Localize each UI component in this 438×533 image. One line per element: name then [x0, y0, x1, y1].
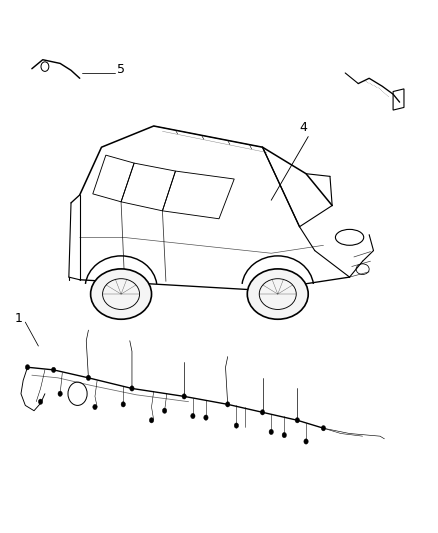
Circle shape — [25, 365, 30, 370]
Circle shape — [304, 439, 308, 444]
Circle shape — [58, 391, 62, 397]
Circle shape — [269, 429, 273, 434]
Circle shape — [86, 375, 91, 381]
Circle shape — [121, 402, 125, 407]
Circle shape — [39, 399, 43, 405]
Ellipse shape — [91, 269, 152, 319]
Circle shape — [282, 432, 286, 438]
Circle shape — [260, 410, 265, 415]
Circle shape — [149, 418, 154, 423]
Ellipse shape — [247, 269, 308, 319]
Circle shape — [182, 394, 186, 399]
Circle shape — [234, 423, 239, 428]
Circle shape — [93, 405, 97, 410]
Circle shape — [162, 408, 167, 414]
Text: 1: 1 — [14, 312, 22, 325]
Circle shape — [321, 425, 325, 431]
Circle shape — [204, 415, 208, 420]
Circle shape — [295, 418, 300, 423]
Text: 5: 5 — [117, 63, 125, 76]
Text: 4: 4 — [300, 122, 307, 134]
Circle shape — [130, 386, 134, 391]
Circle shape — [226, 402, 230, 407]
Circle shape — [51, 367, 56, 373]
Circle shape — [191, 414, 195, 419]
